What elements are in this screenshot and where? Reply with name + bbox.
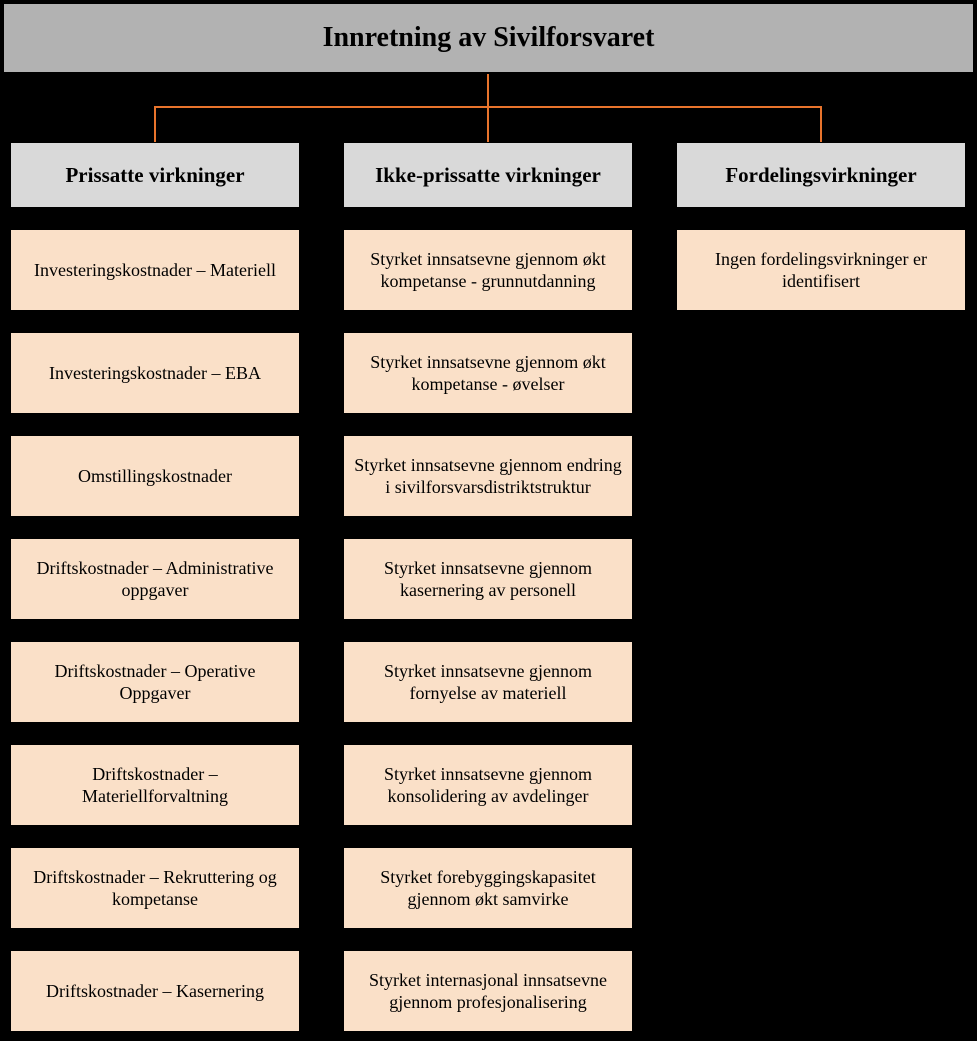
diagram-title: Innretning av Sivilforsvaret (3, 3, 974, 73)
item-box: Driftskostnader – Operative Oppgaver (10, 641, 300, 723)
column-fordeling: Fordelingsvirkninger Ingen fordelingsvir… (676, 142, 966, 311)
item-box: Omstillingskostnader (10, 435, 300, 517)
item-box: Styrket innsatsevne gjennom økt kompetan… (343, 229, 633, 311)
item-box: Investeringskostnader – EBA (10, 332, 300, 414)
column-header-prissatte: Prissatte virkninger (10, 142, 300, 208)
column-ikke-prissatte: Ikke-prissatte virkninger Styrket innsat… (343, 142, 633, 1032)
connector-down-col1 (154, 106, 156, 142)
item-box: Styrket innsatsevne gjennom fornyelse av… (343, 641, 633, 723)
item-box: Investeringskostnader – Materiell (10, 229, 300, 311)
item-box: Driftskostnader – Materiellforvaltning (10, 744, 300, 826)
item-box: Driftskostnader – Administrative oppgave… (10, 538, 300, 620)
item-box: Styrket innsatsevne gjennom konsoliderin… (343, 744, 633, 826)
connector-down-col2 (487, 106, 489, 142)
item-box: Styrket innsatsevne gjennom endring i si… (343, 435, 633, 517)
item-box: Styrket innsatsevne gjennom kasernering … (343, 538, 633, 620)
item-box: Ingen fordelingsvirkninger er identifise… (676, 229, 966, 311)
item-box: Styrket innsatsevne gjennom økt kompetan… (343, 332, 633, 414)
item-box: Driftskostnader – Rekruttering og kompet… (10, 847, 300, 929)
connector-main-down (487, 74, 489, 108)
column-header-ikke-prissatte: Ikke-prissatte virkninger (343, 142, 633, 208)
item-box: Driftskostnader – Kasernering (10, 950, 300, 1032)
column-prissatte: Prissatte virkninger Investeringskostnad… (10, 142, 300, 1032)
column-header-fordeling: Fordelingsvirkninger (676, 142, 966, 208)
item-box: Styrket internasjonal innsatsevne gjenno… (343, 950, 633, 1032)
connector-down-col3 (820, 106, 822, 142)
item-box: Styrket forebyggingskapasitet gjennom øk… (343, 847, 633, 929)
